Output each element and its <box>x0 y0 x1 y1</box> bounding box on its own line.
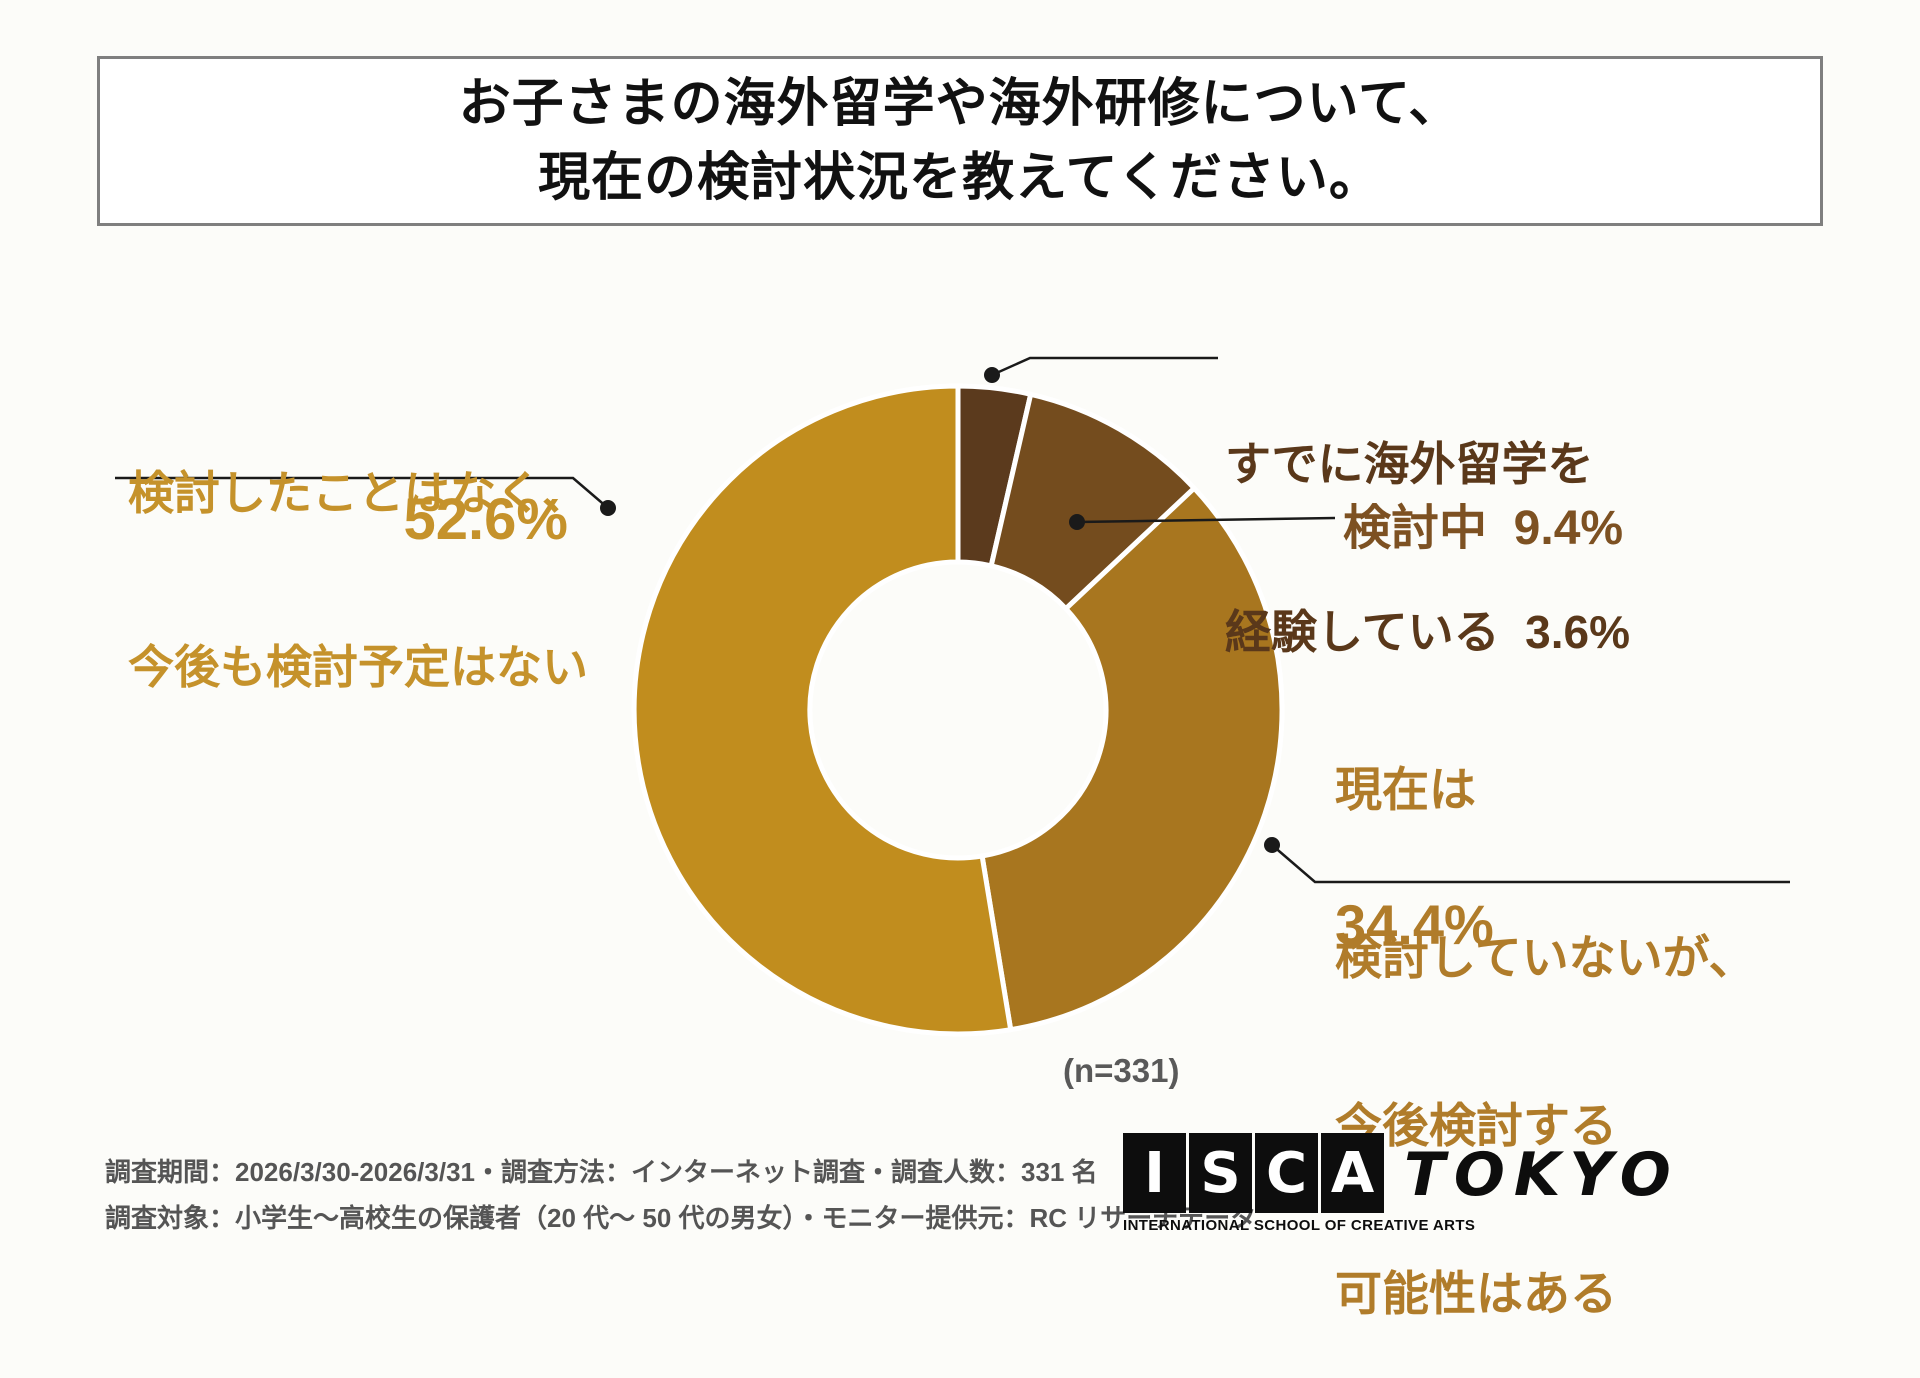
leader-dot-considering <box>1069 514 1085 530</box>
callout-experienced-line1: すでに海外留学を <box>1225 438 1594 490</box>
infographic-page: { "title": { "line1": "お子さまの海外留学や海外研修につい… <box>97 56 1823 1320</box>
donut-segment-2 <box>979 485 1285 1033</box>
survey-note-line2: 調査対象：小学生～高校生の保護者（20 代～ 50 代の男女）・モニター提供元：… <box>105 1203 1257 1233</box>
logo-tokyo: TOKYO <box>1404 1140 1680 1210</box>
survey-note-line1: 調査期間：2026/3/30-2026/3/31・調査方法：インターネット調査・… <box>105 1157 1098 1187</box>
callout-future-line2: 検討していないが、 <box>1335 931 1756 984</box>
callout-considering: 検討中 9.4% <box>1343 502 1624 555</box>
logo-letter-i: I <box>1123 1133 1186 1213</box>
leader-line-never <box>115 476 609 509</box>
logo-letter-s: S <box>1189 1133 1252 1213</box>
callout-future-pct: 34.4% <box>1335 893 1494 956</box>
isca-logo: I S C A <box>1123 1133 1384 1213</box>
question-title-line2: 現在の検討状況を教えてください。 <box>538 149 1382 207</box>
question-title-line1: お子さまの海外留学や海外研修について、 <box>458 75 1462 133</box>
callout-future: 現在は 検討していないが、 今後検討する 可能性はある <box>1335 650 1756 1378</box>
donut-chart <box>115 356 1790 1037</box>
leader-line-considering <box>1076 516 1336 524</box>
leader-line-experienced <box>991 356 1218 377</box>
leader-dot-experienced <box>984 367 1000 383</box>
callout-never-line2: 今後も検討予定はない <box>128 641 588 693</box>
logo-letter-c: C <box>1255 1133 1318 1213</box>
donut-segment-3 <box>631 383 1014 1037</box>
leader-dot-future <box>1264 837 1280 853</box>
callout-never: 検討したことはなく、 今後も検討予定はない <box>128 348 588 754</box>
leader-line-future <box>1271 844 1790 884</box>
callout-never-line1: 検討したことはなく、 <box>128 467 588 519</box>
logo-letter-a: A <box>1321 1133 1384 1213</box>
callout-experienced: すでに海外留学を 経験している 3.6% <box>1225 324 1630 716</box>
sample-size-label: (n=331) <box>1063 1052 1180 1089</box>
callout-never-pct: 52.6% <box>403 487 568 552</box>
callout-future-line1: 現在は <box>1335 763 1476 816</box>
question-title-box: お子さまの海外留学や海外研修について、 現在の検討状況を教えてください。 <box>97 56 1823 226</box>
callout-experienced-line2: 経験している 3.6% <box>1225 606 1631 658</box>
donut-segments <box>631 383 1285 1037</box>
leader-dot-never <box>600 500 616 516</box>
leader-lines <box>115 356 1790 884</box>
logo-subtext: INTERNATIONAL SCHOOL OF CREATIVE ARTS <box>1123 1217 1476 1234</box>
callout-future-line4: 可能性はある <box>1335 1267 1617 1320</box>
